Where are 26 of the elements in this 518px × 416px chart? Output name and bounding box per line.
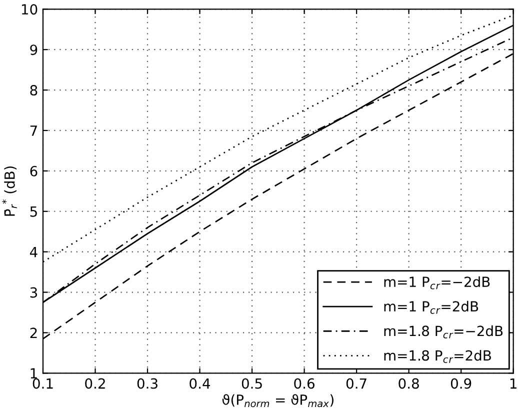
x-tick-label: 0.9: [450, 378, 472, 389]
y-tick-label: 2: [30, 328, 37, 338]
x-tick-label: 0.6: [294, 378, 314, 389]
y-tick-label: 6: [30, 166, 38, 176]
y-tick-label: 4: [30, 246, 38, 258]
legend-label: m=1 P$_{cr}$=2dB: [384, 300, 478, 314]
x-axis-title: ϑ(P$_{norm}$ = ϑP$_{max}$): [222, 394, 334, 408]
legend-label: m=1 P$_{cr}$=−2dB: [384, 276, 490, 290]
y-tick-label: 3: [30, 287, 38, 298]
x-tick-label: 0.7: [346, 378, 366, 389]
x-tick-label: 0.4: [190, 378, 210, 389]
y-tick-label: 5: [30, 206, 37, 217]
y-tick-label: 8: [30, 85, 38, 96]
x-tick-label: 0.1: [32, 378, 53, 389]
x-tick-label: 0.5: [242, 378, 262, 389]
legend-label: m=1.8 P$_{cr}$=2dB: [384, 350, 491, 363]
x-tick-label: 0.3: [137, 378, 158, 389]
x-tick-label: 0.8: [398, 378, 419, 389]
y-tick-label: 7: [30, 126, 37, 136]
y-tick-label: 10: [22, 4, 38, 15]
x-tick-label: 0.2: [85, 378, 105, 389]
y-tick-label: 1: [30, 368, 37, 378]
y-axis-title: P̄$_{r}$$^{*}$ (dB): [2, 166, 17, 216]
y-tick-label: 9: [30, 44, 38, 56]
x-tick-label: 1: [510, 378, 516, 389]
legend-label: m=1.8 P$_{cr}$=−2dB: [384, 325, 503, 338]
